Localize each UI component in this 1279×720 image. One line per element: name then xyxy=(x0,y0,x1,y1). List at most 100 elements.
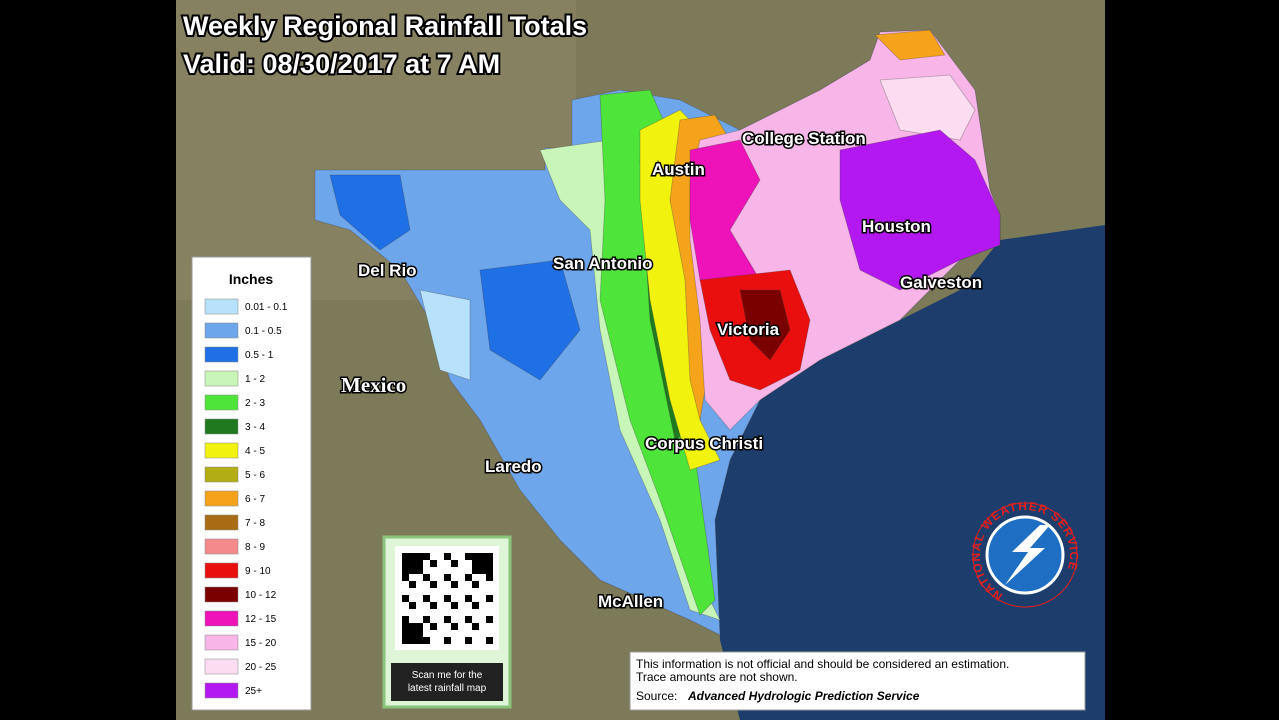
disclaimer-box xyxy=(629,651,1086,711)
legend-label: 8 - 9 xyxy=(245,542,265,553)
city-label: San Antonio xyxy=(553,254,652,273)
city-label: Corpus Christi xyxy=(645,434,763,453)
city-label: Victoria xyxy=(717,320,780,339)
legend-swatch xyxy=(204,466,239,483)
legend-label: 2 - 3 xyxy=(245,398,265,409)
legend-swatch xyxy=(204,298,239,315)
qr-cell xyxy=(402,623,409,630)
qr-cell xyxy=(472,602,479,609)
qr-cell xyxy=(402,616,409,623)
city-label: Del Rio xyxy=(358,261,417,280)
legend-label: 4 - 5 xyxy=(245,446,265,457)
qr-caption: latest rainfall map xyxy=(408,683,487,694)
legend-swatch xyxy=(204,634,239,651)
qr-cell xyxy=(451,602,458,609)
source-label: Source: xyxy=(636,689,677,703)
qr-caption-box xyxy=(391,663,503,701)
logo-bolt xyxy=(1005,525,1050,585)
legend-swatch xyxy=(204,394,239,411)
map-title: Weekly Regional Rainfall Totals xyxy=(183,11,587,41)
qr-cell xyxy=(486,553,493,560)
legend-label: 0.5 - 1 xyxy=(245,350,274,361)
qr-cell xyxy=(402,560,409,567)
legend-label: 25+ xyxy=(245,686,262,697)
disclaimer-line: Trace amounts are not shown. xyxy=(636,670,798,684)
qr-cell xyxy=(444,595,451,602)
city-label: Austin xyxy=(652,160,705,179)
qr-cell xyxy=(465,574,472,581)
legend-swatch xyxy=(204,658,239,675)
logo-ring xyxy=(972,502,1078,608)
legend-label: 3 - 4 xyxy=(245,422,265,433)
qr-cell xyxy=(479,567,486,574)
qr-cell xyxy=(416,560,423,567)
legend-swatch xyxy=(204,322,239,339)
legend-swatch xyxy=(204,490,239,507)
legend-swatch xyxy=(204,370,239,387)
qr-cell xyxy=(472,553,479,560)
legend-title: Inches xyxy=(229,271,274,287)
gulf xyxy=(715,225,1105,720)
legend-label: 0.1 - 0.5 xyxy=(245,326,282,337)
source-name: Advanced Hydrologic Prediction Service xyxy=(687,689,920,703)
legend-label: 7 - 8 xyxy=(245,518,265,529)
qr-cell xyxy=(416,567,423,574)
city-label: Laredo xyxy=(485,457,542,476)
qr-cell xyxy=(444,553,451,560)
qr-cell xyxy=(479,560,486,567)
qr-cell xyxy=(430,602,437,609)
legend-swatch xyxy=(204,586,239,603)
city-label: Galveston xyxy=(900,273,982,292)
legend-swatch xyxy=(204,538,239,555)
rain-area xyxy=(479,259,581,381)
qr-cell xyxy=(409,637,416,644)
qr-cell xyxy=(472,560,479,567)
legend-swatch xyxy=(204,442,239,459)
qr-cell xyxy=(409,623,416,630)
qr-cell xyxy=(472,567,479,574)
qr-cell xyxy=(409,602,416,609)
city-label: Houston xyxy=(862,217,931,236)
qr-cell xyxy=(423,553,430,560)
legend-label: 5 - 6 xyxy=(245,470,265,481)
city-label: McAllen xyxy=(598,592,663,611)
rain-area xyxy=(879,74,976,141)
qr-cell xyxy=(465,637,472,644)
qr-cell xyxy=(465,553,472,560)
qr-cell xyxy=(409,560,416,567)
qr-cell xyxy=(409,567,416,574)
rain-area xyxy=(739,289,791,361)
city-label: College Station xyxy=(742,129,866,148)
qr-cell xyxy=(402,637,409,644)
legend-label: 15 - 20 xyxy=(245,638,277,649)
qr-cell xyxy=(465,595,472,602)
rainfall-areas xyxy=(314,29,1001,636)
qr-cell xyxy=(416,630,423,637)
qr-cell xyxy=(451,623,458,630)
qr-cell xyxy=(444,574,451,581)
qr-cell xyxy=(486,595,493,602)
qr-cell xyxy=(465,616,472,623)
qr-cell xyxy=(409,553,416,560)
qr-cell xyxy=(486,616,493,623)
rain-area xyxy=(329,174,411,251)
qr-cell xyxy=(423,616,430,623)
logo-disk xyxy=(985,515,1065,595)
qr-cell xyxy=(423,574,430,581)
legend-swatch xyxy=(204,610,239,627)
legend-label: 10 - 12 xyxy=(245,590,277,601)
legend-swatch xyxy=(204,682,239,699)
legend-swatch xyxy=(204,418,239,435)
qr-cell xyxy=(409,581,416,588)
qr-cell xyxy=(451,560,458,567)
qr-cell xyxy=(486,560,493,567)
qr-cell xyxy=(409,630,416,637)
qr-cell xyxy=(486,574,493,581)
legend-label: 1 - 2 xyxy=(245,374,265,385)
legend-label: 6 - 7 xyxy=(245,494,265,505)
qr-cell xyxy=(402,574,409,581)
overlay: Weekly Regional Rainfall Totals Valid: 08… xyxy=(181,9,1086,711)
qr-cell xyxy=(423,637,430,644)
qr-cell xyxy=(402,567,409,574)
